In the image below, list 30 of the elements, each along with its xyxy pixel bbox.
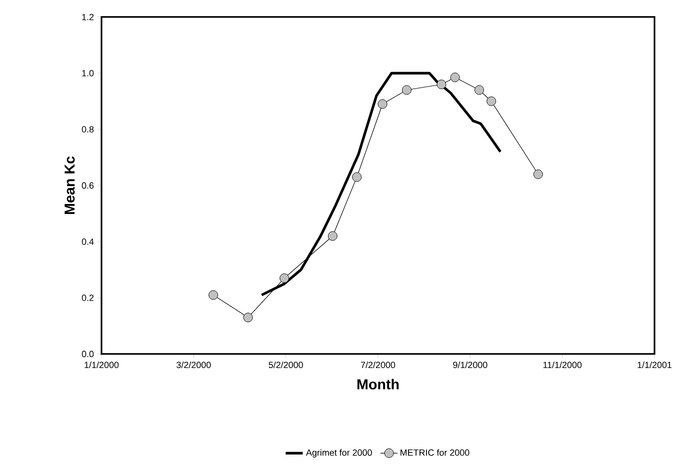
x-tick-label: 11/1/2000 [543,361,582,368]
x-axis-title: Month [357,378,399,390]
x-tick-label: 5/2/2000 [268,361,303,368]
legend-label: Agrimet for 2000 [306,449,372,458]
x-tick-label: 3/2/2000 [176,361,211,368]
y-tick-label: 0.6 [82,182,94,189]
legend-label: METRIC for 2000 [400,449,470,456]
point [280,273,290,283]
point [208,290,218,300]
x-tick-label: 7/2/2000 [361,361,396,368]
point [533,170,543,179]
point [243,312,253,322]
point [378,99,388,109]
point [450,72,460,82]
y-tick-label: 0.8 [82,126,94,132]
point [436,80,446,90]
y-tick-label: 1.0 [82,70,94,76]
y-tick-label: 0.2 [82,294,94,301]
y-axis-title: Mean Kc [64,156,75,214]
y-tick-label: 1.2 [82,14,94,20]
point [474,85,484,95]
point [402,85,412,95]
point [328,231,338,241]
y-tick-label: 0.0 [82,350,94,358]
x-tick-label: 9/1/2000 [453,361,488,368]
point [486,96,496,106]
x-tick-label: 1/1/2000 [84,361,119,368]
point [352,172,362,182]
y-tick-label: 0.4 [82,238,94,245]
x-tick-label: 1/1/2001 [638,361,672,368]
